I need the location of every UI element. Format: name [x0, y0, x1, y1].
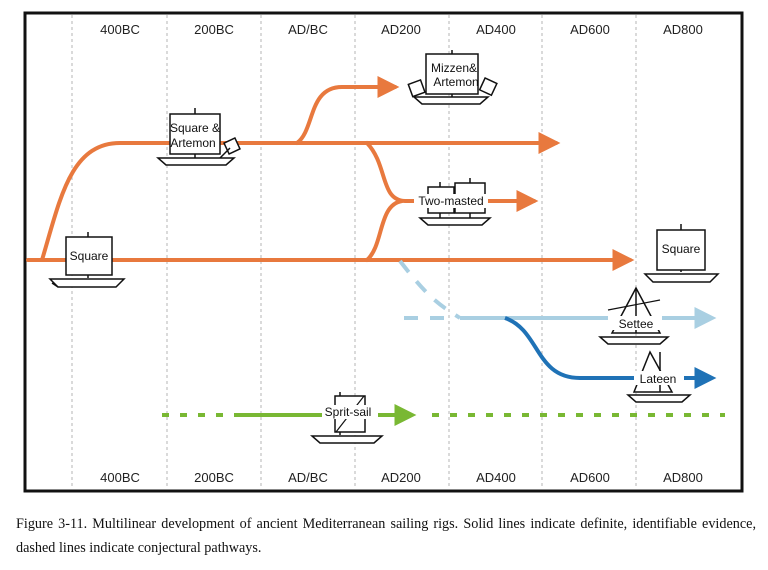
ship-square-artemon: Square & Artemon	[156, 108, 241, 166]
ship-label-mizzen-artemon-1: Mizzen&	[431, 61, 477, 75]
figure-caption: Figure 3-11. Multilinear development of …	[16, 516, 756, 556]
ship-label-square-end: Square	[662, 242, 701, 256]
branch-to-mizzen-artemon	[295, 76, 400, 145]
ship-two-masted: Two-masted	[414, 178, 492, 226]
era-label-bottom: AD400	[476, 470, 516, 485]
era-label-top: AD/BC	[288, 22, 328, 37]
settee-conjectural-curve	[398, 259, 462, 320]
era-label-top: AD600	[570, 22, 610, 37]
era-label-top: 200BC	[194, 22, 234, 37]
era-label-bottom: 400BC	[100, 470, 140, 485]
era-label-bottom: AD800	[663, 470, 703, 485]
era-label-top: AD800	[663, 22, 703, 37]
ship-mizzen-artemon: Mizzen& Artemon	[407, 50, 498, 105]
diagram-frame	[23, 11, 744, 493]
ship-label-square-artemon-1: Square &	[170, 121, 220, 135]
branch-to-square-artemon	[40, 132, 561, 262]
era-label-bottom: 200BC	[194, 470, 234, 485]
ship-label-two-masted: Two-masted	[418, 194, 483, 208]
ship-label-square-artemon-2: Artemon	[170, 136, 215, 150]
ship-label-square-start: Square	[70, 249, 109, 263]
settee-lineage	[398, 259, 717, 329]
era-label-bottom: AD/BC	[288, 470, 328, 485]
ship-lateen: Lateen	[626, 350, 692, 403]
ship-label-lateen: Lateen	[640, 372, 677, 386]
rig-development-diagram: 400BC 200BC AD/BC AD200 AD400 AD600 AD80…	[23, 11, 744, 493]
era-label-top: 400BC	[100, 22, 140, 37]
era-label-bottom: AD200	[381, 470, 421, 485]
era-label-bottom: AD600	[570, 470, 610, 485]
lateen-line	[504, 316, 717, 389]
lateen-lineage	[504, 316, 717, 389]
era-label-top: AD400	[476, 22, 516, 37]
era-labels-bottom: 400BC 200BC AD/BC AD200 AD400 AD600 AD80…	[100, 470, 703, 485]
era-label-top: AD200	[381, 22, 421, 37]
ship-square-end: Square	[643, 224, 720, 283]
ship-label-sprit-sail: Sprit-sail	[325, 405, 372, 419]
ship-label-settee: Settee	[619, 317, 654, 331]
ship-label-mizzen-artemon-2: Artemon	[433, 75, 478, 89]
square-rig-lineage	[26, 76, 635, 271]
ship-square-start: Square	[48, 232, 126, 288]
era-labels-top: 400BC 200BC AD/BC AD200 AD400 AD600 AD80…	[100, 22, 703, 37]
ship-settee: Settee	[598, 286, 670, 345]
branch-to-two-masted-lower	[365, 199, 404, 262]
ship-sprit-sail: Sprit-sail	[310, 392, 384, 444]
